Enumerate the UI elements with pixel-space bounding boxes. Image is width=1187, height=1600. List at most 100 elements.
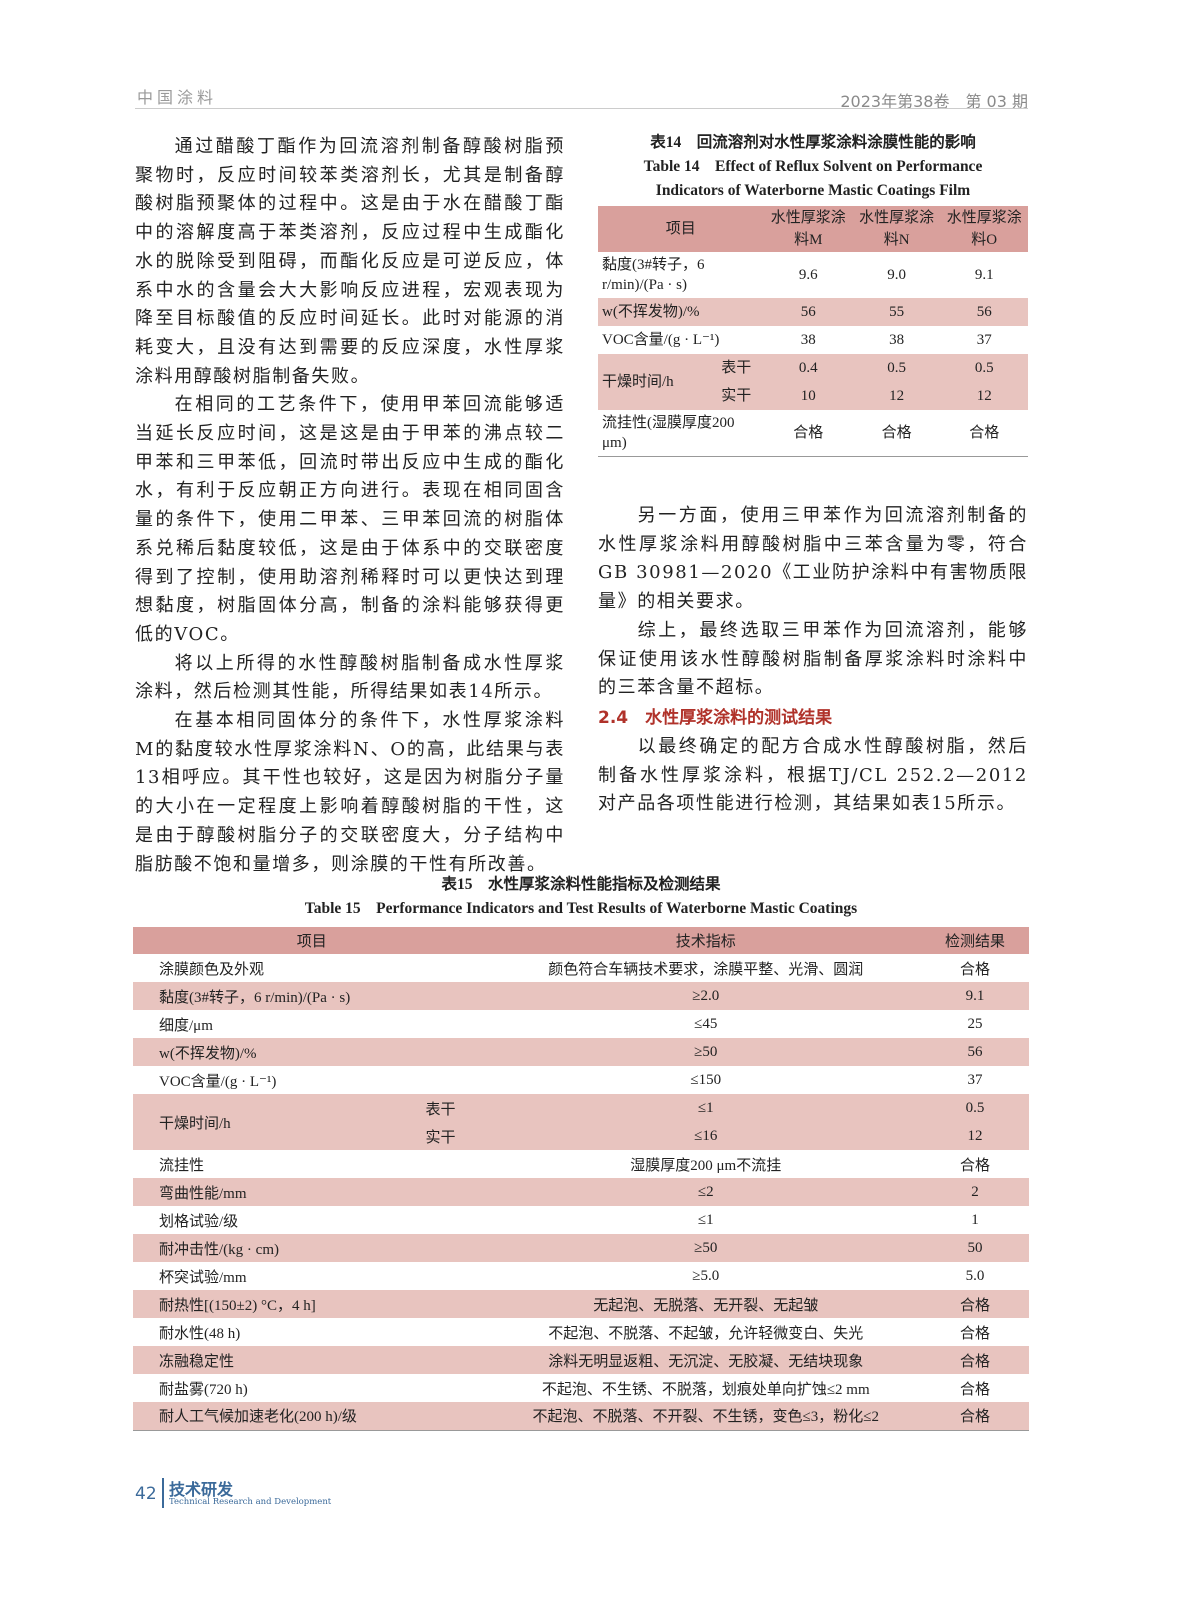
table-14-caption-en: Table 14 Effect of Reflux Solvent on Per… — [643, 158, 983, 175]
paragraph: 另一方面，使用三甲苯作为回流溶剂制备的水性厚浆涂料用醇酸树脂中三苯含量为零，符合… — [598, 505, 1028, 613]
table-cell: w(不挥发物)/% — [159, 1045, 257, 1062]
table-cell: VOC含量/(g · L⁻¹) — [602, 332, 720, 348]
table-cell: 12 — [967, 1127, 983, 1144]
table-row: 流挂性(湿膜厚度200 μm) 合格 合格 合格 — [598, 410, 1028, 456]
table-cell: 杯突试验/mm — [159, 1269, 247, 1286]
table-cell: 25 — [967, 1015, 983, 1032]
table-cell: 合格 — [959, 1409, 990, 1426]
col-header: 水性厚浆涂料N — [852, 206, 941, 252]
table-cell: 合格 — [959, 1297, 990, 1314]
table-cell: 合格 — [969, 424, 1000, 441]
table-cell: ≤2 — [697, 1183, 714, 1200]
col-header: 项目 — [133, 927, 491, 954]
table-cell: 56 — [976, 304, 992, 320]
table-cell: 2 — [971, 1183, 979, 1200]
table-row: w(不挥发物)/% 56 55 56 — [598, 298, 1028, 326]
table-cell: 9.0 — [887, 267, 907, 283]
section-heading: 2.4 水性厚浆涂料的测试结果 — [598, 707, 833, 728]
table-row: 干燥时间/h 表干 ≤1 0.5 — [133, 1094, 1029, 1132]
left-column: 通过醋酸丁酯作为回流溶剂制备醇酸树脂预聚物时，反应时间较苯类溶剂长，尤其是制备醇… — [135, 133, 565, 879]
table-14: 表14 回流溶剂对水性厚浆涂料涂膜性能的影响 Table 14 Effect o… — [598, 131, 1028, 457]
table-cell: 38 — [889, 332, 905, 348]
col-header: 技术指标 — [490, 927, 921, 954]
table-cell: 颜色符合车辆技术要求，涂膜平整、光滑、圆润 — [548, 961, 864, 978]
table-row: 杯突试验/mm ≥5.0 5.0 — [133, 1262, 1029, 1290]
table-cell: 不起泡、不脱落、不起皱，允许轻微变白、失光 — [548, 1325, 864, 1342]
table-cell: VOC含量/(g · L⁻¹) — [159, 1073, 277, 1090]
table-15-caption-en: Table 15 Performance Indicators and Test… — [304, 900, 858, 917]
paragraph: 将以上所得的水性醇酸树脂制备成水性厚浆涂料，然后检测其性能，所得结果如表14所示… — [135, 652, 565, 703]
table-cell: 冻融稳定性 — [159, 1353, 235, 1370]
table-cell: 9.1 — [974, 267, 994, 283]
table-cell: 0.4 — [798, 360, 818, 376]
table-15: 表15 水性厚浆涂料性能指标及检测结果 Table 15 Performance… — [133, 873, 1029, 1431]
table-cell: ≥50 — [694, 1043, 718, 1060]
table-cell: 耐热性[(150±2) °C，4 h] — [159, 1297, 316, 1314]
table-cell: w(不挥发物)/% — [602, 304, 700, 320]
table-14-caption-cn: 表14 回流溶剂对水性厚浆涂料涂膜性能的影响 — [650, 134, 976, 151]
table-cell: 5.0 — [965, 1267, 985, 1284]
table-cell: 56 — [967, 1043, 983, 1060]
table-cell: 10 — [800, 388, 816, 404]
table-cell: 流挂性(湿膜厚度200 μm) — [602, 414, 735, 451]
table-15-caption-cn: 表15 水性厚浆涂料性能指标及检测结果 — [441, 876, 721, 893]
table-cell: 9.1 — [965, 987, 985, 1004]
table-row: 耐热性[(150±2) °C，4 h] 无起泡、无脱落、无开裂、无起皱 合格 — [133, 1290, 1029, 1318]
table-cell: 合格 — [959, 1157, 990, 1174]
table-cell: 56 — [800, 304, 816, 320]
table-header-row: 项目 水性厚浆涂料M 水性厚浆涂料N 水性厚浆涂料O — [598, 206, 1028, 252]
table-cell: ≥50 — [694, 1239, 718, 1256]
table-cell: 0.5 — [887, 360, 907, 376]
table-row: 流挂性 湿膜厚度200 μm不流挂 合格 — [133, 1150, 1029, 1178]
paragraph: 以最终确定的配方合成水性醇酸树脂，然后制备水性厚浆涂料，根据TJ/CL 252.… — [598, 735, 1028, 815]
col-header: 检测结果 — [921, 927, 1029, 954]
table-cell: 合格 — [959, 1325, 990, 1342]
table-cell: ≤150 — [690, 1071, 722, 1088]
table-cell: 12 — [889, 388, 905, 404]
paragraph: 在相同的工艺条件下，使用甲苯回流能够适当延长反应时间，这是这是由于甲苯的沸点较二… — [135, 394, 565, 645]
page-number: 42 — [135, 1484, 157, 1504]
table-cell: 1 — [971, 1211, 979, 1228]
table-row: 干燥时间/h 表干 0.4 0.5 0.5 — [598, 354, 1028, 390]
table-cell: 细度/μm — [159, 1017, 213, 1034]
table-cell: 表干 — [721, 360, 752, 376]
table-cell: 合格 — [793, 424, 824, 441]
table-cell: 12 — [976, 388, 992, 404]
table-cell: 合格 — [959, 1353, 990, 1370]
table-cell: ≤1 — [697, 1211, 714, 1228]
table-row: 耐人工气候加速老化(200 h)/级 不起泡、不脱落、不开裂、不生锈，变色≤3，粉… — [133, 1402, 1029, 1430]
table-cell: ≤16 — [694, 1127, 718, 1144]
table-row: 耐水性(48 h) 不起泡、不脱落、不起皱，允许轻微变白、失光 合格 — [133, 1318, 1029, 1346]
table-row: 涂膜颜色及外观 颜色符合车辆技术要求，涂膜平整、光滑、圆润 合格 — [133, 954, 1029, 982]
table-cell: ≥5.0 — [692, 1267, 720, 1284]
journal-name: 中国涂料 — [137, 88, 218, 107]
table-cell: 不起泡、不脱落、不开裂、不生锈，变色≤3，粉化≤2 — [532, 1409, 879, 1426]
footer-section-en: Technical Research and Development — [169, 1497, 332, 1507]
col-header: 项目 — [598, 206, 764, 252]
table-cell: 黏度(3#转子，6 r/min)/(Pa · s) — [602, 257, 705, 293]
table-cell: 涂膜颜色及外观 — [159, 961, 265, 978]
table-cell: 干燥时间/h — [159, 1115, 231, 1132]
table-cell: 耐冲击性/(kg · cm) — [159, 1241, 279, 1258]
col-header: 水性厚浆涂料M — [763, 206, 853, 252]
table-cell: 耐盐雾(720 h) — [159, 1381, 248, 1398]
table-row: 冻融稳定性 涂料无明显返粗、无沉淀、无胶凝、无结块现象 合格 — [133, 1346, 1029, 1374]
table-cell: 实干 — [425, 1129, 456, 1146]
table-cell: 涂料无明显返粗、无沉淀、无胶凝、无结块现象 — [548, 1353, 864, 1370]
table-cell: 划格试验/级 — [159, 1213, 239, 1230]
right-column: 另一方面，使用三甲苯作为回流溶剂制备的水性厚浆涂料用醇酸树脂中三苯含量为零，符合… — [598, 502, 1028, 819]
table-cell: 耐水性(48 h) — [159, 1325, 241, 1342]
table-row: VOC含量/(g · L⁻¹) ≤150 37 — [133, 1066, 1029, 1094]
table-row: 黏度(3#转子，6 r/min)/(Pa · s) 9.6 9.0 9.1 — [598, 252, 1028, 298]
table-cell: ≤45 — [694, 1015, 718, 1032]
paragraph: 通过醋酸丁酯作为回流溶剂制备醇酸树脂预聚物时，反应时间较苯类溶剂长，尤其是制备醇… — [135, 136, 565, 387]
table-row: 弯曲性能/mm ≤2 2 — [133, 1178, 1029, 1206]
table-cell: 不起泡、不生锈、不脱落，划痕处单向扩蚀≤2 mm — [541, 1381, 870, 1398]
table-cell: 黏度(3#转子，6 r/min)/(Pa · s) — [159, 989, 351, 1006]
table-cell: 合格 — [959, 961, 990, 978]
table-row: 划格试验/级 ≤1 1 — [133, 1206, 1029, 1234]
table-cell: 干燥时间/h — [602, 374, 674, 390]
table-header-row: 项目 技术指标 检测结果 — [133, 927, 1029, 954]
table-cell: 合格 — [881, 424, 912, 441]
table-row: w(不挥发物)/% ≥50 56 — [133, 1038, 1029, 1066]
